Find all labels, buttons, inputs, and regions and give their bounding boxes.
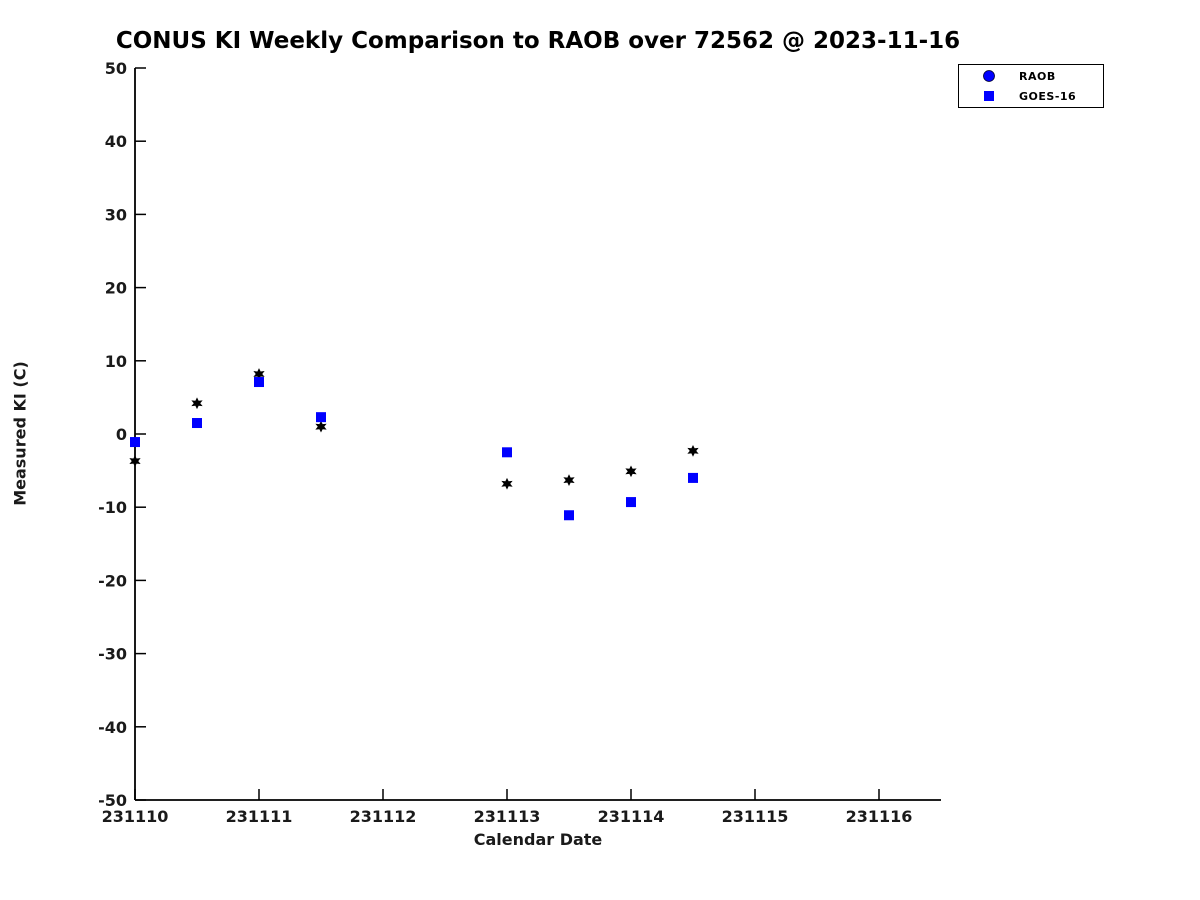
data-point-goes-16[interactable]: [626, 497, 636, 508]
data-point-raob[interactable]: [129, 455, 141, 467]
y-tick-label: -50: [98, 791, 127, 810]
y-tick-label: -20: [98, 571, 127, 590]
data-point-goes-16[interactable]: [688, 472, 698, 483]
chart-title: CONUS KI Weekly Comparison to RAOB over …: [115, 28, 961, 54]
y-tick-label: 0: [116, 425, 127, 444]
data-point-raob[interactable]: [191, 397, 203, 410]
y-tick-label: -30: [98, 645, 127, 664]
x-tick-label: 231110: [102, 807, 169, 826]
legend: RAOB GOES-16: [958, 64, 1104, 108]
y-tick-label: 10: [105, 352, 127, 371]
legend-item-raob: RAOB: [959, 67, 1103, 85]
data-point-goes-16[interactable]: [564, 510, 574, 521]
data-point-goes-16[interactable]: [130, 437, 140, 448]
x-axis-label: Calendar Date: [473, 830, 603, 849]
data-point-raob[interactable]: [563, 474, 575, 486]
x-tick-label: 231112: [350, 807, 417, 826]
y-tick-label: -10: [98, 498, 127, 517]
x-tick-label: 231113: [474, 807, 541, 826]
data-point-goes-16[interactable]: [254, 377, 264, 388]
legend-item-goes16: GOES-16: [959, 87, 1103, 105]
data-point-raob[interactable]: [253, 368, 265, 380]
y-tick-label: 50: [105, 59, 127, 78]
goes16-square-icon: [959, 89, 1019, 103]
y-tick-label: 30: [105, 205, 127, 224]
x-tick-label: 231116: [846, 807, 913, 826]
y-tick-label: 20: [105, 279, 127, 298]
x-tick-label: 231115: [722, 807, 789, 826]
y-tick-label: 40: [105, 132, 127, 151]
x-tick-label: 231114: [598, 807, 665, 826]
data-point-raob[interactable]: [315, 420, 327, 433]
data-point-goes-16[interactable]: [192, 418, 202, 429]
data-point-goes-16[interactable]: [316, 412, 326, 423]
data-point-raob[interactable]: [501, 477, 513, 490]
data-point-raob[interactable]: [625, 465, 637, 478]
raob-circle-icon: [959, 69, 1019, 83]
data-point-goes-16[interactable]: [502, 447, 512, 458]
legend-label-goes16: GOES-16: [1019, 89, 1077, 103]
legend-label-raob: RAOB: [1019, 69, 1056, 83]
x-tick-label: 231111: [226, 807, 293, 826]
data-point-raob[interactable]: [687, 444, 699, 457]
y-tick-label: -40: [98, 718, 127, 737]
